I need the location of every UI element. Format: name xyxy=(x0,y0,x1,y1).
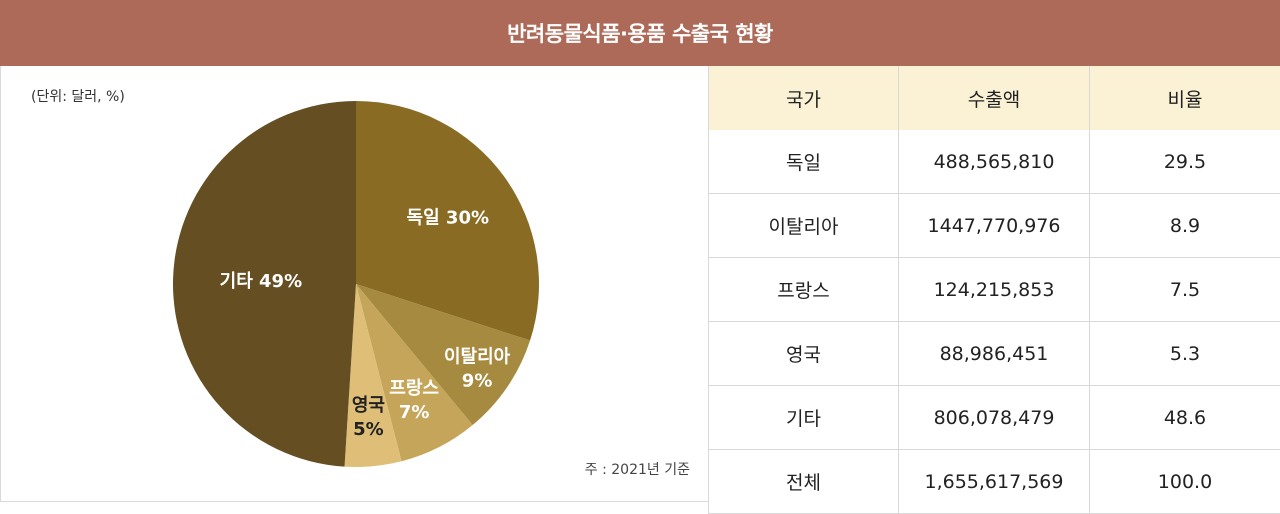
pie-label-0: 독일 30% xyxy=(407,207,489,228)
table-row: 기타 806,078,479 48.6 xyxy=(709,386,1280,450)
cell-country: 전체 xyxy=(709,450,899,514)
header-country: 국가 xyxy=(709,66,899,130)
table-row: 프랑스 124,215,853 7.5 xyxy=(709,258,1280,322)
table-row: 영국 88,986,451 5.3 xyxy=(709,322,1280,386)
cell-amount: 1447,770,976 xyxy=(899,194,1090,258)
cell-ratio: 5.3 xyxy=(1090,322,1280,386)
cell-country: 영국 xyxy=(709,322,899,386)
cell-ratio: 29.5 xyxy=(1090,130,1280,194)
export-table: 국가 수출액 비율 독일 488,565,810 29.5 이탈리아 1447,… xyxy=(708,66,1280,514)
cell-country: 프랑스 xyxy=(709,258,899,322)
header-ratio: 비율 xyxy=(1090,66,1280,130)
table-row: 이탈리아 1447,770,976 8.9 xyxy=(709,194,1280,258)
table-row: 전체 1,655,617,569 100.0 xyxy=(709,450,1280,514)
header-export-amount: 수출액 xyxy=(899,66,1090,130)
page-title: 반려동물식품·용품 수출국 현황 xyxy=(0,0,1280,66)
cell-amount: 124,215,853 xyxy=(899,258,1090,322)
footnote: 주 : 2021년 기준 xyxy=(585,459,690,479)
cell-amount: 488,565,810 xyxy=(899,130,1090,194)
cell-ratio: 100.0 xyxy=(1090,450,1280,514)
table-row: 독일 488,565,810 29.5 xyxy=(709,130,1280,194)
cell-amount: 806,078,479 xyxy=(899,386,1090,450)
cell-ratio: 7.5 xyxy=(1090,258,1280,322)
cell-country: 독일 xyxy=(709,130,899,194)
pie-label-4: 기타 49% xyxy=(220,271,302,292)
cell-ratio: 8.9 xyxy=(1090,194,1280,258)
table-header-row: 국가 수출액 비율 xyxy=(709,66,1280,130)
cell-amount: 88,986,451 xyxy=(899,322,1090,386)
cell-country: 기타 xyxy=(709,386,899,450)
cell-ratio: 48.6 xyxy=(1090,386,1280,450)
cell-amount: 1,655,617,569 xyxy=(899,450,1090,514)
cell-country: 이탈리아 xyxy=(709,194,899,258)
table-panel: 국가 수출액 비율 독일 488,565,810 29.5 이탈리아 1447,… xyxy=(708,66,1280,502)
